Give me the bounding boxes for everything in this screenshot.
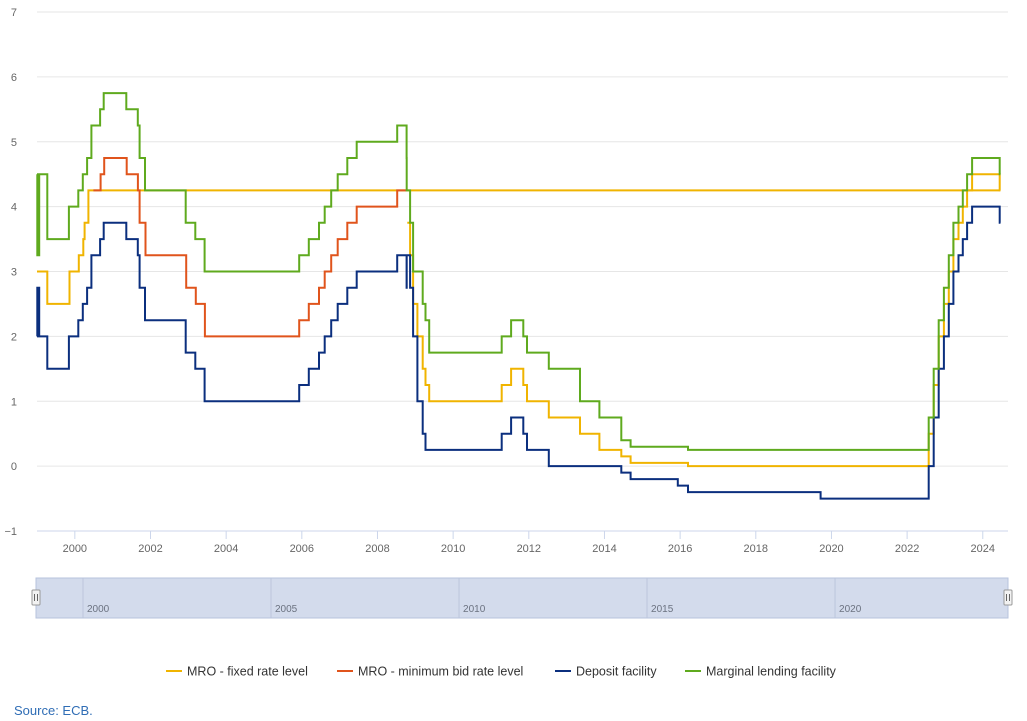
- navigator-right-handle[interactable]: [1003, 589, 1013, 606]
- series-lines: [36, 92, 1001, 500]
- navigator-tick-label: 2010: [463, 604, 486, 615]
- x-tick-label: 2002: [138, 543, 162, 555]
- y-tick-label: 3: [11, 267, 17, 279]
- x-tick-label: 2008: [365, 543, 389, 555]
- series-line-3: [36, 205, 1001, 500]
- source-note: Source: ECB.: [14, 703, 93, 718]
- x-tick-label: 2010: [441, 543, 465, 555]
- legend-label: MRO - fixed rate level: [187, 665, 308, 679]
- x-tick-label: 2004: [214, 543, 238, 555]
- x-tick-label: 2024: [971, 543, 995, 555]
- y-tick-label: 5: [11, 137, 17, 149]
- y-tick-label: 7: [11, 7, 17, 19]
- navigator-tick-label: 2020: [839, 604, 862, 615]
- range-navigator[interactable]: 2000 2005 2010 2015 2020: [31, 577, 1013, 619]
- y-tick-label: 0: [11, 461, 17, 473]
- navigator-left-handle[interactable]: [31, 589, 41, 606]
- legend-item[interactable]: Marginal lending facility: [685, 665, 837, 679]
- series-line-4: [36, 92, 1001, 451]
- y-tick-label: −1: [4, 526, 17, 538]
- legend: MRO - fixed rate level MRO - minimum bid …: [166, 665, 837, 679]
- x-tick-label: 2006: [290, 543, 314, 555]
- x-axis: 2000 2002 2004 2006 2008 2010 2012 2014 2016 2018…: [37, 530, 1008, 555]
- x-tick-label: 2014: [592, 543, 616, 555]
- legend-item[interactable]: Deposit facility: [555, 665, 657, 679]
- legend-item[interactable]: MRO - fixed rate level: [166, 665, 308, 679]
- grid-lines: [37, 11, 1008, 532]
- y-tick-label: 2: [11, 331, 17, 343]
- series-line-1: [93, 157, 407, 338]
- y-tick-label: 6: [11, 72, 17, 84]
- y-tick-label: 1: [11, 396, 17, 408]
- legend-label: Marginal lending facility: [706, 665, 837, 679]
- navigator-tick-label: 2005: [275, 604, 298, 615]
- x-tick-label: 2012: [517, 543, 541, 555]
- navigator-tick-label: 2000: [87, 604, 110, 615]
- x-tick-label: 2018: [744, 543, 768, 555]
- y-axis: −1 0 1 2 3 4 5 6 7: [4, 7, 17, 538]
- series-line-0: [37, 189, 1000, 305]
- x-tick-label: 2022: [895, 543, 919, 555]
- navigator-tick-label: 2015: [651, 604, 674, 615]
- x-tick-label: 2020: [819, 543, 843, 555]
- navigator-range[interactable]: [35, 577, 1009, 619]
- y-tick-label: 4: [11, 202, 17, 214]
- series-line-2: [407, 173, 1001, 468]
- legend-label: Deposit facility: [576, 665, 657, 679]
- x-tick-label: 2016: [668, 543, 692, 555]
- x-tick-label: 2000: [63, 543, 87, 555]
- legend-label: MRO - minimum bid rate level: [358, 665, 523, 679]
- legend-item[interactable]: MRO - minimum bid rate level: [337, 665, 523, 679]
